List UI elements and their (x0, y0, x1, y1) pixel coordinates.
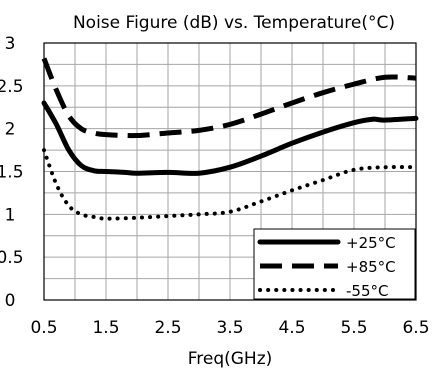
plot-area-border (43, 42, 417, 301)
legend-entry-plus85c-label: +85°C (346, 258, 396, 276)
x-tick-label: 6.5 (402, 318, 429, 338)
series-line-minus55c (42, 148, 418, 221)
legend: +25°C +85°C -55°C (253, 228, 416, 300)
y-tick-label: 1 (5, 205, 16, 225)
series-line-plus25c (41, 100, 419, 176)
chart-title: Noise Figure (dB) vs. Temperature(°C) (73, 13, 395, 33)
y-tick-label: 0 (5, 291, 16, 311)
series-line-plus85c (41, 57, 417, 139)
y-tick-label: 3 (5, 34, 16, 54)
y-tick-label: 1.5 (0, 163, 24, 183)
legend-entry-plus25c-label: +25°C (346, 234, 396, 252)
x-tick-label: 4.5 (278, 318, 305, 338)
x-tick-label: 5.5 (340, 318, 367, 338)
x-tick-label: 0.5 (30, 318, 57, 338)
y-tick-label: 2 (5, 120, 16, 140)
x-axis-title: Freq(GHz) (188, 349, 273, 369)
legend-entry-minus55c-label: -55°C (346, 282, 388, 300)
series-layer (41, 57, 419, 221)
x-tick-label: 3.5 (216, 318, 243, 338)
x-tick-label: 1.5 (92, 318, 119, 338)
y-tick-label: 2.5 (0, 77, 24, 97)
x-axis-ticks: 0.5 1.5 2.5 3.5 4.5 5.5 6.5 (30, 318, 429, 338)
y-tick-label: 0.5 (0, 248, 24, 268)
y-axis-ticks: 0 0.5 1 1.5 2 2.5 3 (0, 34, 24, 311)
x-tick-label: 2.5 (154, 318, 181, 338)
